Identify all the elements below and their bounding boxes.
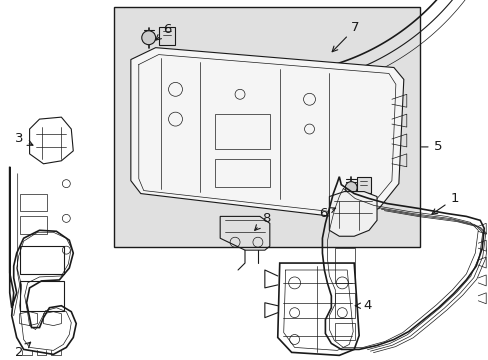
Bar [215,159,269,186]
Text: 4: 4 [354,299,370,312]
Bar [20,246,64,274]
Text: 6: 6 [318,207,335,220]
Polygon shape [329,192,376,236]
Bar [335,248,354,283]
Text: 7: 7 [331,21,359,52]
Bar [158,27,174,45]
Bar [20,281,64,311]
Circle shape [142,31,155,45]
Text: 8: 8 [254,212,270,230]
Bar [20,194,47,211]
Bar [215,114,269,149]
Text: 2: 2 [16,342,31,359]
Bar [20,216,47,234]
Text: 1: 1 [431,192,458,214]
Text: 5: 5 [421,140,441,153]
Bar [335,293,354,318]
Text: 3: 3 [16,132,33,145]
Bar [356,177,370,193]
Bar [335,323,354,341]
Text: 6: 6 [155,23,172,40]
Bar [114,7,419,247]
Circle shape [345,182,356,194]
Polygon shape [131,48,403,219]
